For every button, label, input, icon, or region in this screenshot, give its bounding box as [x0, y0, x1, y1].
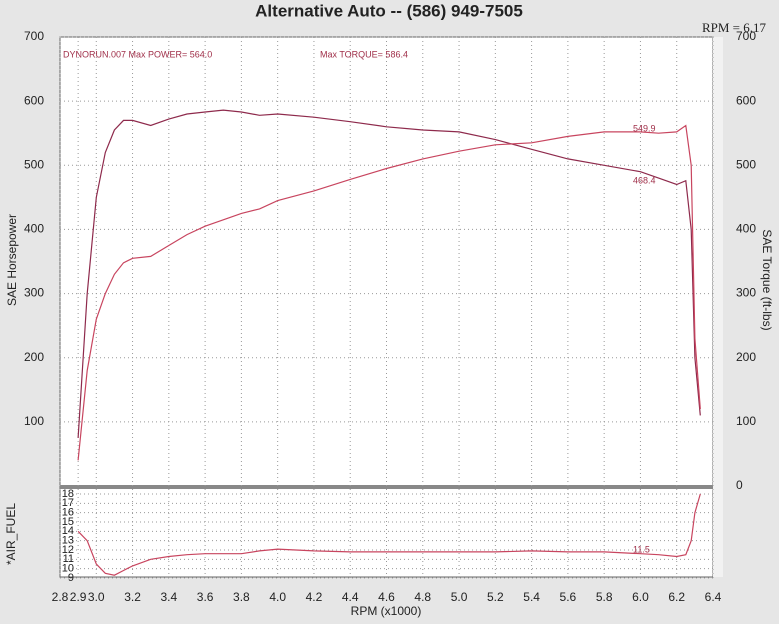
air-fuel-tick-label: 13 [62, 535, 74, 547]
x-tick-label: 6.4 [705, 590, 722, 604]
x-tick-label: 4.6 [378, 590, 395, 604]
y-tick-label: 500 [24, 157, 44, 171]
x-tick-label: 3.2 [124, 590, 141, 604]
x-tick-label: 3.8 [233, 590, 250, 604]
y2-axis-label: SAE Torque (ft-lbs) [760, 229, 774, 330]
annotation: 549.9 [633, 123, 656, 133]
annotation: Max TORQUE= 586.4 [320, 49, 408, 59]
y2-tick-label: 200 [736, 350, 756, 364]
x-tick-label: 5.4 [523, 590, 540, 604]
air-fuel-tick-label: 11 [63, 553, 74, 565]
annotation: 468.4 [633, 175, 656, 185]
y2-tick-label: 400 [736, 222, 756, 236]
air-fuel-tick-label: 12 [62, 544, 74, 556]
series-line [77, 124, 701, 461]
x-tick-label: 5.2 [487, 590, 504, 604]
air-fuel-tick-label: 18 [62, 488, 74, 500]
right-bar [713, 37, 723, 577]
air-fuel-tick-label: 14 [62, 525, 74, 537]
x-tick-label: 3.0 [88, 590, 105, 604]
y2-tick-label: 700 [736, 29, 756, 43]
air-fuel-tick-label: 9 [68, 572, 74, 584]
x-axis-label: RPM (x1000) [351, 604, 422, 618]
air-fuel-tick-label: 15 [62, 516, 74, 528]
y2-tick-label: 0 [736, 478, 743, 492]
y2-tick-label: 100 [736, 414, 756, 428]
x-tick-label: 2.9 [70, 590, 87, 604]
x-tick-label: 4.8 [414, 590, 431, 604]
x-tick-label: 5.6 [560, 590, 577, 604]
air-fuel-tick-label: 17 [62, 497, 74, 509]
x-tick-label: 4.4 [342, 590, 359, 604]
chart-title: Alternative Auto -- (586) 949-7505 [255, 1, 523, 20]
y-tick-label: 200 [24, 350, 44, 364]
y2-tick-label: 500 [736, 157, 756, 171]
annotation: 11.5 [633, 544, 650, 554]
y2-tick-label: 300 [736, 286, 756, 300]
y-tick-label: 700 [24, 29, 44, 43]
x-tick-label: 5.8 [596, 590, 613, 604]
y-tick-label: 300 [24, 286, 44, 300]
air-fuel-label: *AIR_FUEL [4, 503, 18, 565]
x-tick-label: 3.4 [160, 590, 177, 604]
series-line [77, 109, 701, 438]
x-tick-label: 6.2 [668, 590, 685, 604]
y-axis-label: SAE Horsepower [5, 214, 19, 306]
x-tick-label: 4.2 [306, 590, 323, 604]
x-tick-label: 4.0 [269, 590, 286, 604]
y-tick-label: 400 [24, 222, 44, 236]
y-tick-label: 600 [24, 93, 44, 107]
annotation: DYNORUN.007 Max POWER= 564.0 [63, 49, 212, 59]
air-fuel-line [77, 493, 701, 576]
corner-label: RPM = 6.17 [702, 20, 767, 35]
x-tick-label: 2.8 [52, 590, 69, 604]
x-tick-label: 5.0 [451, 590, 468, 604]
air-fuel-tick-label: 10 [62, 563, 74, 575]
y-tick-label: 100 [24, 414, 44, 428]
air-fuel-tick-label: 16 [62, 507, 74, 519]
x-tick-label: 3.6 [197, 590, 214, 604]
y2-tick-label: 600 [736, 93, 756, 107]
x-tick-label: 6.0 [632, 590, 649, 604]
